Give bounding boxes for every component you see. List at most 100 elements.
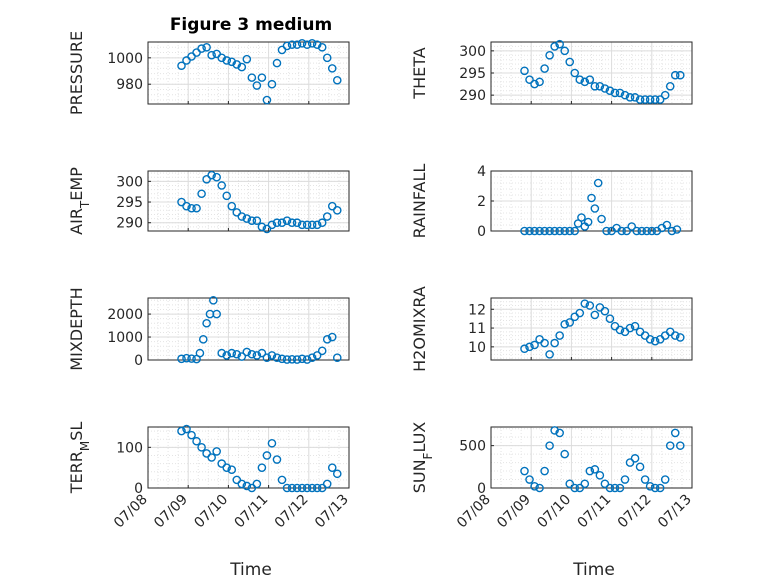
data-point: [565, 57, 575, 67]
y-tick-label: 0: [477, 224, 486, 240]
data-point: [267, 79, 277, 89]
data-point: [247, 216, 257, 225]
data-point: [197, 189, 206, 199]
data-point: [187, 52, 196, 61]
data-point: [198, 335, 208, 344]
data-point: [530, 340, 539, 350]
data-point: [332, 469, 342, 479]
data-point: [520, 466, 529, 476]
data-point: [212, 49, 221, 59]
data-point: [605, 86, 615, 96]
x-tick-label: 07/09: [494, 492, 534, 532]
data-point: [242, 347, 252, 357]
data-point: [625, 323, 635, 333]
data-point: [302, 483, 312, 493]
data-point: [540, 338, 549, 348]
subplot-6: 10 11 12 H2OMIXRA: [410, 286, 693, 372]
x-tick-label: 07/08: [111, 492, 151, 532]
data-point: [645, 335, 655, 344]
data-point: [570, 226, 580, 236]
data-point: [647, 226, 657, 236]
data-point: [297, 483, 307, 493]
data-point: [600, 84, 610, 93]
data-point: [615, 483, 625, 493]
data-point: [187, 203, 196, 213]
data-point: [555, 226, 564, 236]
data-point: [585, 75, 595, 84]
y-tick-label: 12: [468, 302, 486, 318]
data-point: [222, 56, 232, 65]
data-point: [232, 475, 242, 485]
subplot-4: 0 2 4 RAINFALL: [410, 164, 693, 240]
data-point: [570, 483, 580, 493]
x-tick-label: 07/13: [655, 492, 695, 532]
data-point: [520, 344, 529, 354]
data-point: [565, 226, 575, 236]
data-point: [540, 226, 549, 236]
x-tick-label: 07/11: [232, 492, 272, 532]
data-point: [237, 352, 247, 361]
data-point: [297, 354, 307, 364]
y-tick-label: 300: [116, 174, 143, 190]
y-tick-label: 300: [459, 44, 486, 60]
y-tick-label: 295: [459, 66, 486, 82]
data-point: [575, 75, 585, 84]
data-point: [222, 463, 232, 472]
data-point: [550, 338, 559, 348]
data-point: [675, 441, 685, 450]
data-point: [177, 354, 186, 364]
data-point: [282, 483, 292, 493]
data-point: [593, 178, 603, 188]
y-tick-label: 2: [477, 194, 486, 210]
data-point: [605, 314, 615, 323]
data-point: [570, 68, 580, 78]
data-point: [585, 466, 595, 476]
y-label-subscript: M: [78, 441, 92, 451]
data-point: [530, 482, 539, 491]
figure-title: Figure 3 medium: [170, 15, 332, 35]
data-point: [292, 483, 302, 493]
data-point: [540, 64, 549, 73]
data-point: [202, 449, 211, 458]
y-label-part: SL: [67, 422, 86, 441]
y-tick-label: 11: [468, 321, 486, 337]
data-point: [555, 331, 564, 340]
data-point: [292, 40, 302, 49]
x-tick-label: 07/10: [191, 492, 231, 532]
y-tick-label: 980: [116, 77, 143, 93]
y-axis-label: AIRTEMP: [67, 167, 92, 235]
y-label-part: LUX: [410, 422, 429, 453]
data-point: [187, 354, 196, 363]
data-point: [307, 220, 317, 230]
data-point: [202, 174, 211, 184]
data-point: [217, 53, 226, 63]
data-point: [583, 217, 593, 227]
y-label-part: AIR: [67, 208, 86, 235]
y-axis-label: PRESSURE: [67, 31, 86, 115]
data-point: [545, 50, 554, 60]
data-point: [242, 214, 252, 223]
data-point: [322, 479, 332, 489]
data-point: [197, 443, 206, 452]
data-point: [602, 226, 611, 236]
data-point: [217, 459, 226, 468]
data-point: [209, 295, 218, 305]
data-point: [332, 353, 342, 363]
data-point: [635, 95, 645, 104]
data-point: [242, 481, 252, 491]
data-point: [635, 327, 645, 337]
data-point: [660, 90, 670, 100]
data-point: [327, 201, 337, 211]
data-point: [312, 351, 322, 360]
data-point: [317, 218, 327, 228]
data-point: [237, 212, 247, 221]
data-point: [262, 224, 272, 234]
data-point: [187, 430, 196, 440]
axes-box: [147, 41, 350, 105]
data-point: [665, 81, 675, 91]
data-point: [252, 351, 262, 360]
data-point: [317, 483, 327, 493]
data-point: [327, 64, 337, 73]
data-point: [272, 353, 282, 363]
axes-box: [147, 170, 350, 232]
